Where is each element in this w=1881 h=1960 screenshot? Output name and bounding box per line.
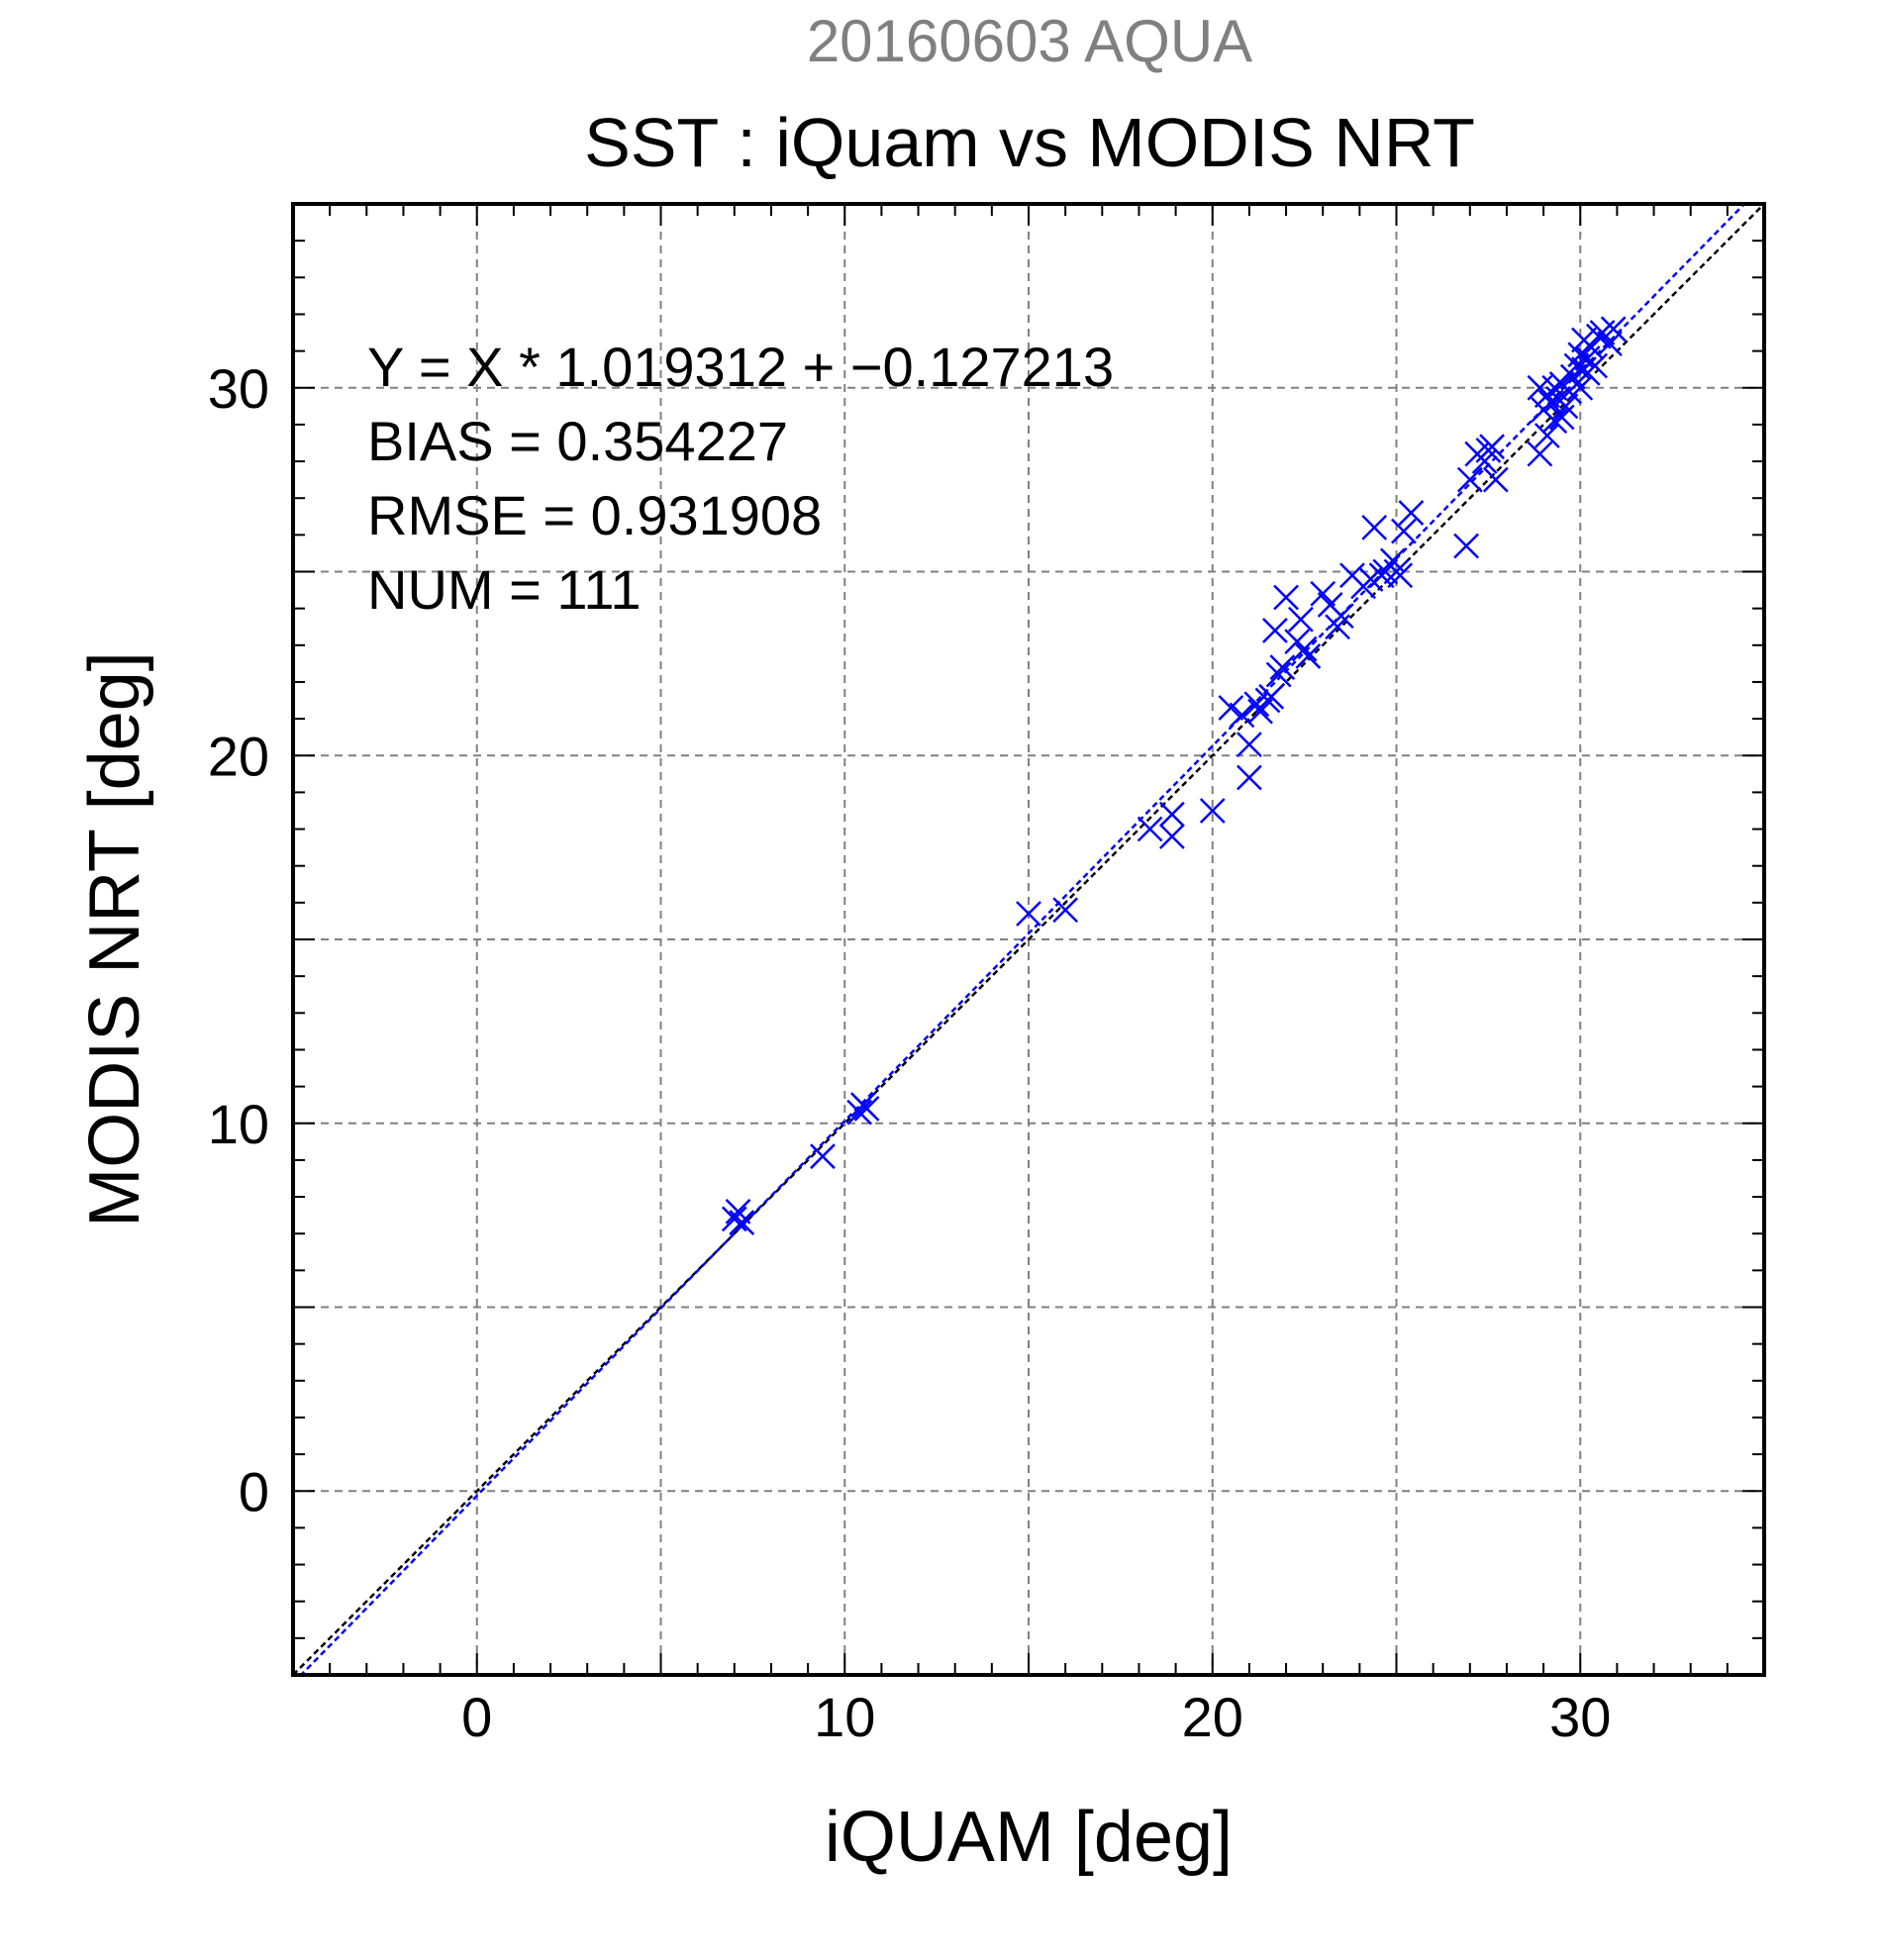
data-point xyxy=(1016,901,1041,927)
data-point xyxy=(1372,558,1399,585)
data-point xyxy=(1456,466,1483,493)
data-point xyxy=(1258,683,1285,710)
reference-lines xyxy=(293,204,1764,1675)
data-point xyxy=(846,1099,872,1126)
data-point xyxy=(1288,606,1314,633)
data-point xyxy=(1269,654,1296,680)
stats-bias: BIAS = 0.354227 xyxy=(367,410,788,472)
stats-annotation: Y = X * 1.019312 + −0.127213 BIAS = 0.35… xyxy=(367,336,1114,621)
y-axis-label: MODIS NRT [deg] xyxy=(75,651,154,1227)
stats-count: NUM = 111 xyxy=(367,558,641,621)
data-point xyxy=(1597,331,1623,357)
data-point xyxy=(1265,661,1292,688)
chart-subtitle: 20160603 AQUA xyxy=(807,8,1252,74)
data-point xyxy=(1218,695,1244,721)
data-point xyxy=(1582,352,1608,379)
y-tick-label: 0 xyxy=(239,1460,269,1522)
data-point xyxy=(1453,533,1479,559)
data-point xyxy=(1247,698,1273,725)
data-point xyxy=(1052,897,1079,924)
data-point xyxy=(1391,518,1417,544)
data-point xyxy=(1199,798,1226,824)
data-point xyxy=(1328,603,1354,629)
data-point xyxy=(1541,408,1568,435)
x-tick-label: 30 xyxy=(1549,1686,1611,1748)
chart-title: SST : iQuam vs MODIS NRT xyxy=(584,104,1475,181)
data-point xyxy=(810,1143,836,1170)
regression-line xyxy=(299,204,1746,1675)
data-point xyxy=(1159,824,1185,849)
data-point xyxy=(1479,434,1505,460)
data-point xyxy=(1159,801,1185,828)
data-point xyxy=(1482,466,1509,493)
data-point xyxy=(1137,816,1163,842)
data-point xyxy=(1534,423,1560,448)
identity-line xyxy=(293,204,1764,1675)
data-point xyxy=(1237,764,1262,791)
data-point xyxy=(1291,636,1318,662)
x-tick-labels: 0 10 20 30 xyxy=(461,1686,1611,1748)
y-tick-label: 10 xyxy=(208,1093,269,1155)
data-point xyxy=(1387,562,1414,589)
y-tick-label: 20 xyxy=(208,725,269,787)
data-point xyxy=(1295,643,1322,669)
data-point xyxy=(853,1096,880,1122)
data-point xyxy=(721,1206,747,1232)
plot-frame xyxy=(291,202,1766,1677)
data-points xyxy=(721,316,1627,1235)
y-tick-labels: 0 10 20 30 xyxy=(208,357,269,1523)
data-point xyxy=(1262,618,1288,643)
x-tick-label: 10 xyxy=(814,1686,875,1748)
x-tick-label: 20 xyxy=(1182,1686,1243,1748)
data-point xyxy=(729,1210,755,1235)
data-point xyxy=(1527,441,1553,467)
data-point xyxy=(1552,393,1579,420)
stats-rmse: RMSE = 0.931908 xyxy=(367,484,822,546)
y-tick-label: 30 xyxy=(208,357,269,420)
data-point xyxy=(1600,316,1627,343)
stats-regression: Y = X * 1.019312 + −0.127213 xyxy=(367,336,1114,398)
data-point xyxy=(1398,500,1425,526)
data-point xyxy=(1237,732,1262,757)
data-point xyxy=(1273,584,1299,611)
data-point xyxy=(1310,580,1336,607)
data-point xyxy=(1361,515,1388,540)
x-axis-label: iQUAM [deg] xyxy=(825,1798,1233,1877)
x-tick-label: 0 xyxy=(461,1686,492,1748)
